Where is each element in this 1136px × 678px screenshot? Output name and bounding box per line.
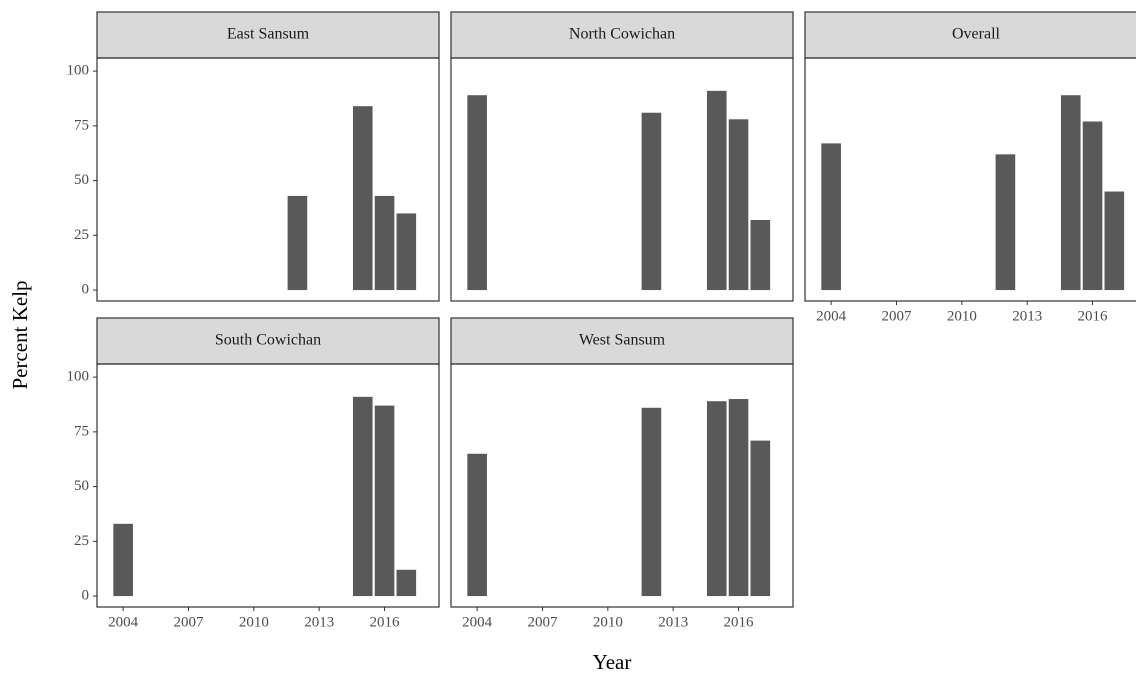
x-tick-label: 2013 xyxy=(304,614,334,630)
panel-border xyxy=(96,363,440,608)
y-tick-label: 25 xyxy=(74,227,89,243)
x-tick-label: 2007 xyxy=(881,308,912,324)
x-tick-label: 2010 xyxy=(947,308,977,324)
facet-title: Overall xyxy=(952,26,1001,43)
bar xyxy=(728,399,749,597)
bar xyxy=(750,440,771,597)
panel-border xyxy=(804,57,1136,302)
x-tick-label: 2016 xyxy=(370,614,401,630)
bar xyxy=(396,569,417,597)
panel-border xyxy=(450,363,794,608)
bar xyxy=(821,143,841,291)
x-tick-label: 2007 xyxy=(173,614,204,630)
x-tick-label: 2004 xyxy=(108,614,139,630)
bar xyxy=(641,112,662,291)
x-tick-label: 2013 xyxy=(1012,308,1042,324)
y-tick-label: 25 xyxy=(74,533,89,549)
strip-background xyxy=(450,11,794,59)
bar xyxy=(352,396,373,597)
y-tick-label: 0 xyxy=(82,281,90,297)
bar xyxy=(396,213,417,291)
y-tick-label: 75 xyxy=(74,423,89,439)
bar xyxy=(374,195,395,291)
bar xyxy=(287,195,308,291)
bar xyxy=(728,119,749,291)
x-tick-label: 2007 xyxy=(527,614,558,630)
y-tick-label: 100 xyxy=(67,369,90,385)
y-axis-label: Percent Kelp xyxy=(8,280,32,389)
strip-background xyxy=(450,317,794,365)
bar xyxy=(706,90,727,291)
x-axis-label: Year xyxy=(593,650,632,674)
bar xyxy=(1082,121,1103,291)
bar xyxy=(374,405,395,597)
bar xyxy=(467,453,487,597)
x-tick-label: 2004 xyxy=(462,614,493,630)
bar xyxy=(113,523,133,597)
y-tick-label: 100 xyxy=(67,63,90,79)
y-tick-label: 50 xyxy=(74,172,89,188)
bar xyxy=(641,407,662,597)
bar xyxy=(1060,95,1081,291)
x-tick-label: 2016 xyxy=(1078,308,1109,324)
facet-title: North Cowichan xyxy=(569,26,675,43)
x-tick-label: 2010 xyxy=(239,614,269,630)
bar xyxy=(352,106,373,291)
bar xyxy=(995,154,1016,291)
facet-title: South Cowichan xyxy=(215,332,321,349)
bar xyxy=(467,95,487,291)
y-tick-label: 75 xyxy=(74,117,89,133)
x-tick-label: 2013 xyxy=(658,614,688,630)
facet-title: West Sansum xyxy=(579,332,666,349)
facet-title: East Sansum xyxy=(227,26,310,43)
strip-background xyxy=(96,11,440,59)
x-tick-label: 2010 xyxy=(593,614,623,630)
bar xyxy=(1104,191,1125,291)
panel-border xyxy=(96,57,440,302)
y-tick-label: 50 xyxy=(74,478,89,494)
y-tick-label: 0 xyxy=(82,587,90,603)
bar xyxy=(750,220,771,291)
bar xyxy=(706,401,727,597)
panel-border xyxy=(450,57,794,302)
x-tick-label: 2016 xyxy=(724,614,755,630)
x-tick-label: 2004 xyxy=(816,308,847,324)
